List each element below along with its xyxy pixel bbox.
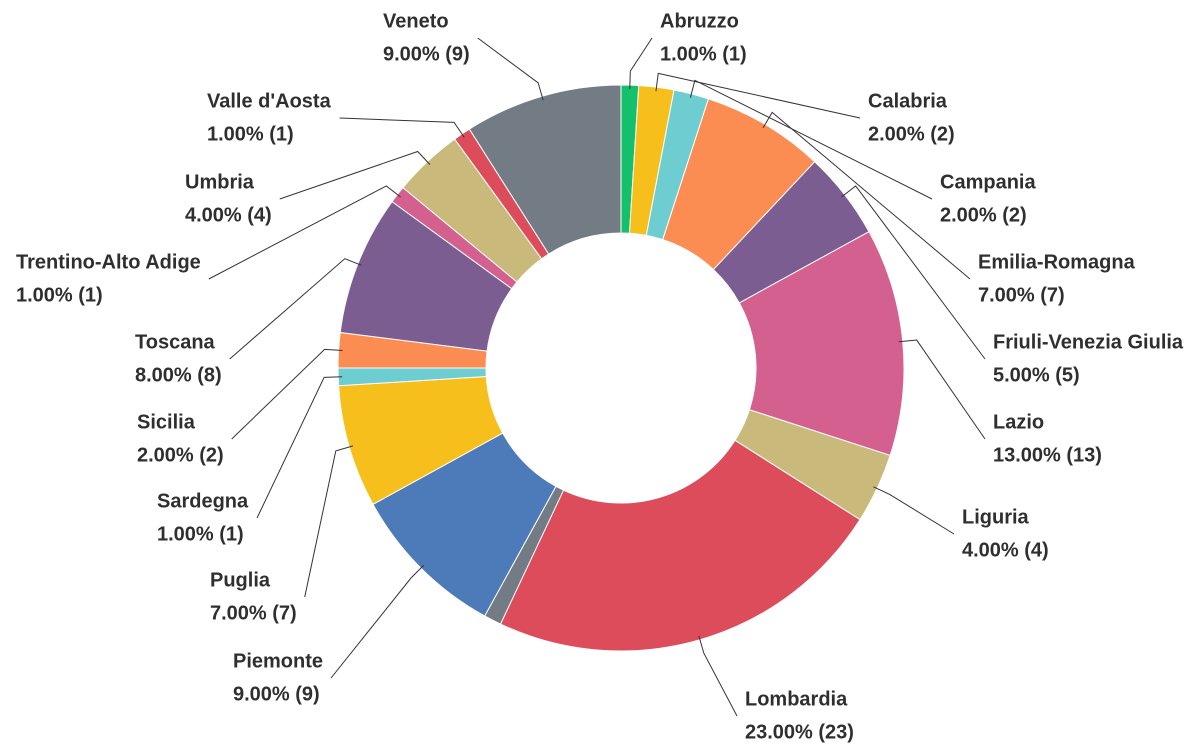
slice-value-label: 8.00% (8) — [135, 364, 222, 386]
leader-line — [304, 445, 354, 598]
leader-line — [256, 376, 343, 519]
slice-label: Piemonte — [233, 650, 323, 672]
slice-value-label: 9.00% (9) — [383, 43, 470, 65]
donut-slice — [738, 230, 905, 457]
leader-line — [898, 339, 986, 440]
slice-label: Trentino-Alto Adige — [16, 251, 201, 273]
slice-label: Calabria — [868, 90, 948, 112]
leader-line — [655, 72, 861, 119]
slice-label: Lazio — [993, 411, 1044, 433]
leader-line — [477, 37, 544, 101]
slice-value-label: 13.00% (13) — [993, 444, 1102, 466]
leader-line — [279, 150, 431, 200]
slice-value-label: 4.00% (4) — [185, 204, 272, 226]
leader-line — [698, 635, 738, 717]
donut-slice — [499, 439, 861, 652]
slice-label: Emilia-Romagna — [978, 251, 1136, 273]
slice-value-label: 7.00% (7) — [978, 284, 1065, 306]
leader-line — [629, 37, 653, 90]
slice-label: Umbria — [185, 171, 255, 193]
slice-value-label: 1.00% (1) — [660, 43, 747, 65]
leader-line — [330, 564, 425, 679]
leader-line — [231, 348, 343, 440]
slice-label: Valle d'Aosta — [207, 90, 332, 112]
slice-value-label: 2.00% (2) — [137, 444, 224, 466]
slice-value-label: 5.00% (5) — [993, 364, 1080, 386]
slice-label: Toscana — [135, 331, 216, 353]
slice-value-label: 1.00% (1) — [207, 123, 294, 145]
leader-line — [229, 258, 362, 360]
slice-label: Lombardia — [745, 688, 848, 710]
slice-value-label: 1.00% (1) — [16, 284, 103, 306]
slice-label: Liguria — [962, 506, 1030, 528]
slice-label: Sardegna — [157, 490, 249, 512]
slice-value-label: 23.00% (23) — [745, 721, 854, 743]
slice-value-label: 4.00% (4) — [962, 539, 1049, 561]
slice-value-label: 1.00% (1) — [157, 523, 244, 545]
leader-line — [841, 185, 986, 360]
leader-line — [208, 185, 401, 280]
slice-label: Campania — [940, 171, 1036, 193]
leader-line — [873, 486, 955, 535]
slice-label: Puglia — [210, 569, 271, 591]
donut-slice — [468, 84, 622, 255]
leader-line — [339, 117, 465, 138]
slice-value-label: 2.00% (2) — [940, 204, 1027, 226]
slice-value-label: 7.00% (7) — [210, 602, 297, 624]
leader-line — [762, 111, 971, 280]
slice-value-label: 2.00% (2) — [868, 123, 955, 145]
slice-label: Veneto — [383, 10, 449, 32]
slice-label: Abruzzo — [660, 10, 739, 32]
slice-value-label: 9.00% (9) — [233, 683, 320, 705]
slice-label: Sicilia — [137, 411, 196, 433]
leader-line — [689, 79, 933, 200]
slice-label: Friuli-Venezia Giulia — [993, 331, 1184, 353]
